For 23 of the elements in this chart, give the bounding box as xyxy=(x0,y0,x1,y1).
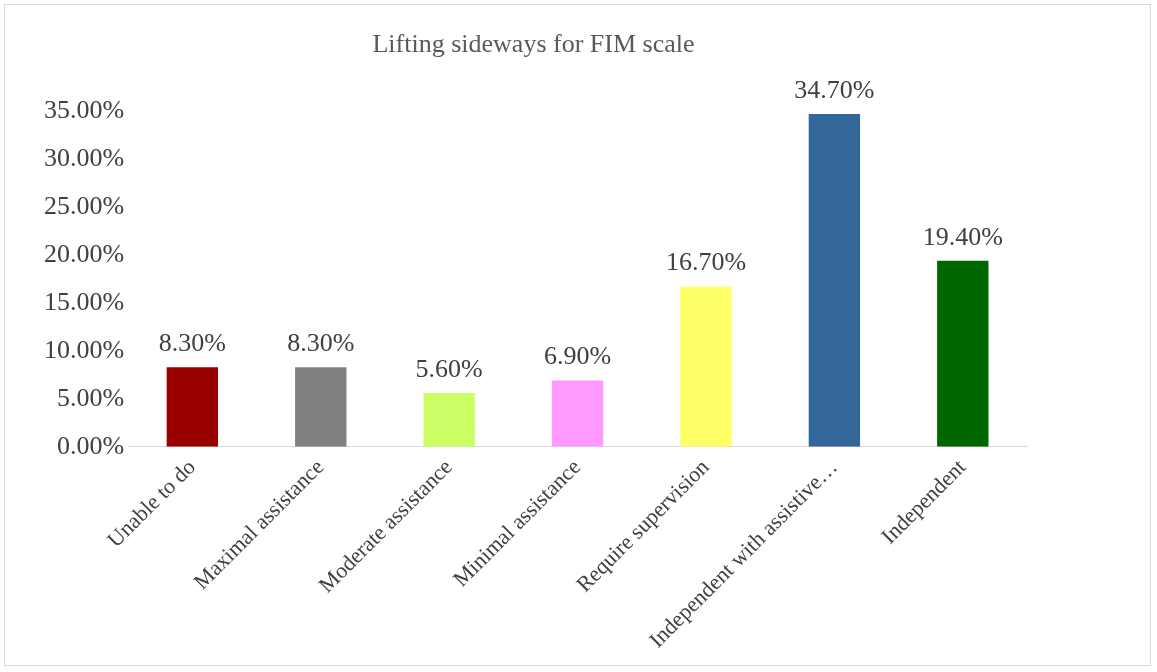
data-label: 34.70% xyxy=(794,74,875,104)
bar xyxy=(680,286,732,447)
data-label: 8.30% xyxy=(158,328,226,357)
bar xyxy=(295,367,347,447)
y-tick-label: 10.00% xyxy=(43,334,125,364)
data-label: 5.60% xyxy=(415,353,483,383)
chart-title: Lifting sideways for FIM scale xyxy=(372,29,695,59)
data-label: 6.90% xyxy=(543,341,612,371)
bar xyxy=(551,380,604,447)
bar xyxy=(423,393,475,447)
y-tick-label: 25.00% xyxy=(43,190,125,220)
bar xyxy=(166,367,219,447)
data-label: 16.70% xyxy=(665,247,747,277)
y-tick-label: 0.00% xyxy=(56,430,125,460)
data-label: 19.40% xyxy=(922,221,1003,251)
bar xyxy=(937,260,989,447)
bar xyxy=(808,114,861,447)
y-tick-label: 20.00% xyxy=(43,238,125,268)
y-tick-label: 5.00% xyxy=(56,382,125,412)
y-tick-label: 15.00% xyxy=(43,286,125,316)
y-tick-label: 30.00% xyxy=(43,142,125,172)
data-label: 8.30% xyxy=(287,328,355,357)
y-tick-label: 35.00% xyxy=(43,95,125,125)
